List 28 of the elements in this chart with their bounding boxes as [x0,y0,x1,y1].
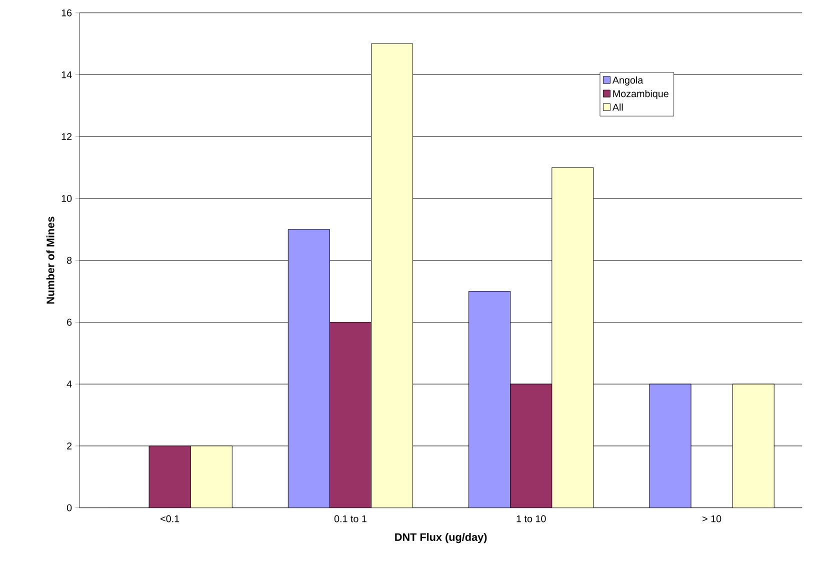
y-tick-label: 14 [62,71,72,78]
y-axis-title: Number of Mines [46,216,54,304]
y-tick-label: 10 [62,194,72,202]
y-tick-label: 0 [66,504,72,512]
bar [649,384,692,508]
x-tick-label: 0.1 to 1 [334,515,366,522]
legend-label: All [612,103,623,111]
y-tick-label: 6 [67,318,72,326]
bar [552,167,594,508]
y-tick-label: 8 [67,256,72,264]
bar [371,44,414,508]
bar [468,290,511,508]
y-tick-label: 2 [67,442,72,450]
x-tick-label: 1 to 10 [516,515,546,522]
y-tick-label: 16 [62,9,72,16]
bar [510,384,552,508]
legend-label: Angola [612,76,644,86]
x-axis-title: DNT Flux (ug/day) [395,532,487,544]
bar [148,446,191,508]
legend-label: Mozambique [613,90,668,100]
bar [329,322,372,508]
bar [288,229,330,508]
bar [190,446,232,508]
y-tick-label: 12 [62,133,72,140]
y-tick-label: 4 [66,380,72,388]
x-tick-label: > 10 [702,515,722,522]
bar [732,384,774,508]
x-tick-label: <0.1 [160,515,180,522]
